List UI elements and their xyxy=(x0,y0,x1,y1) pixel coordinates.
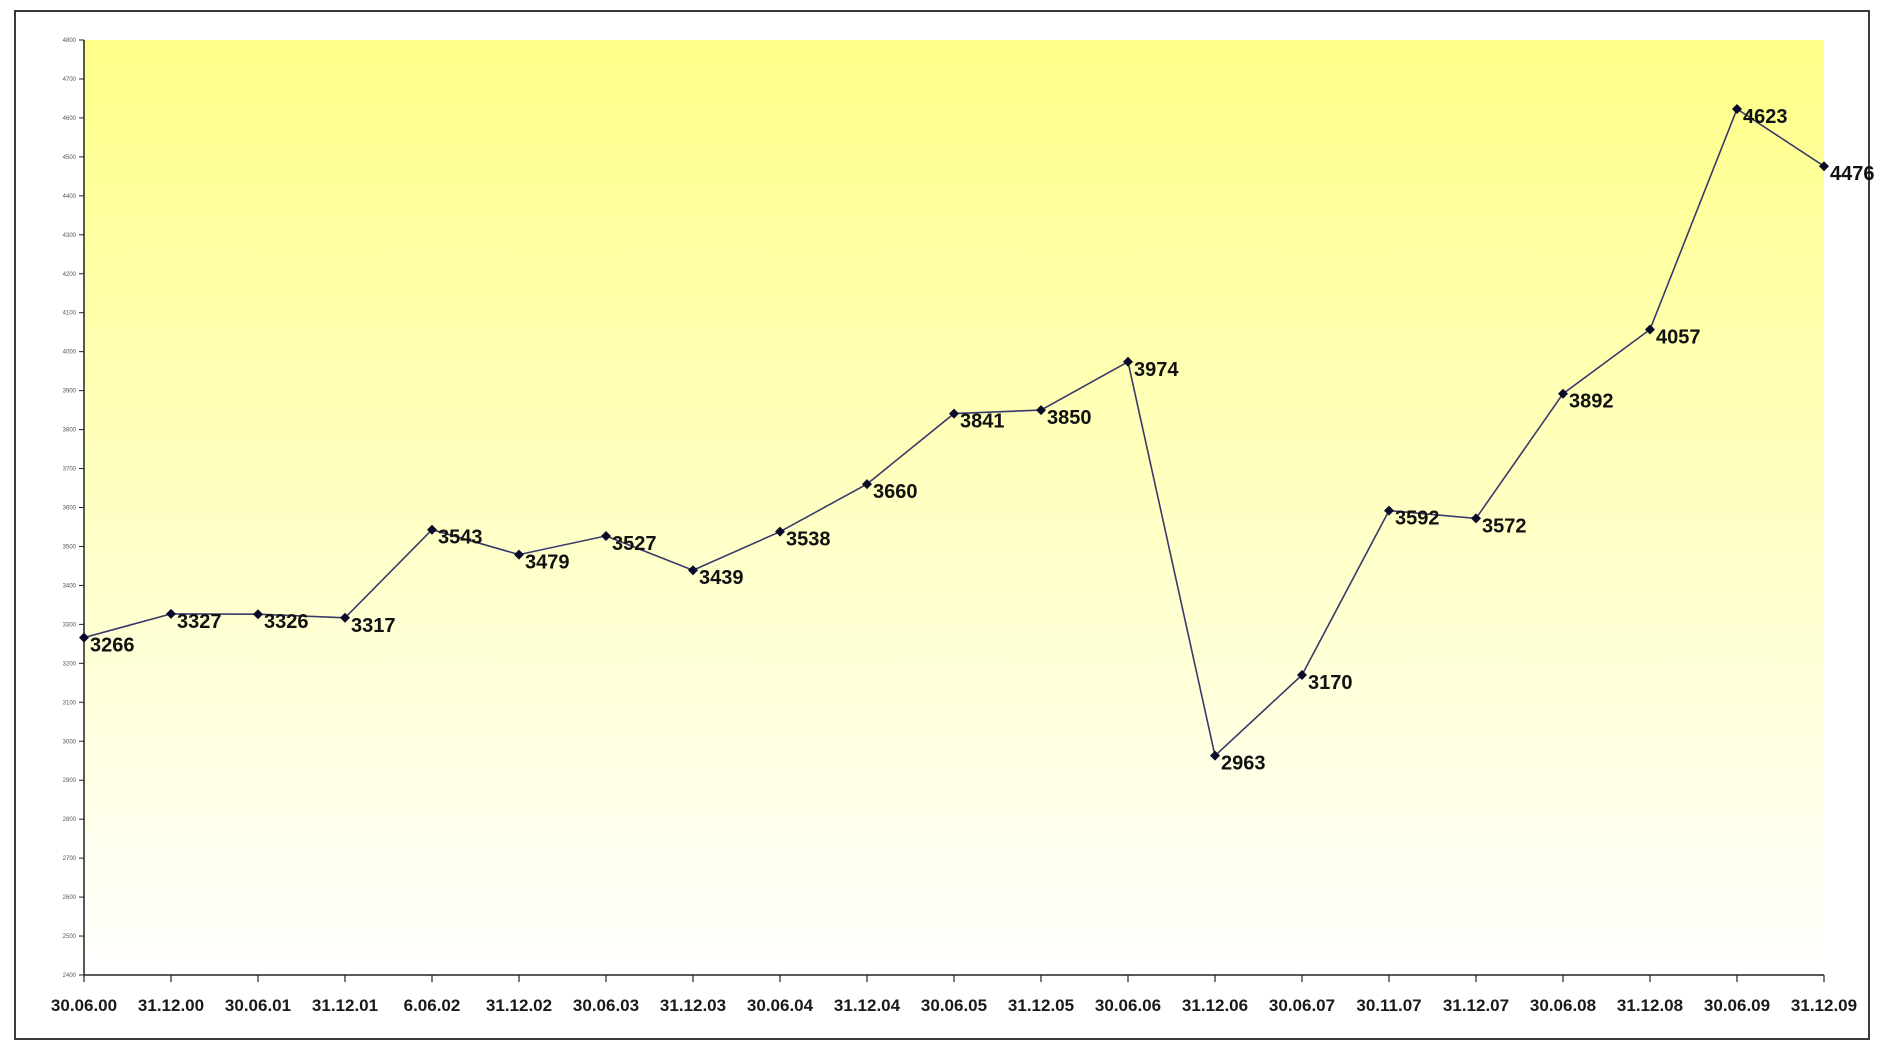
data-point-marker xyxy=(1297,670,1307,681)
y-axis: 2400 2500 2600 2700 2800 2900 3000 3100 3200 3300… xyxy=(63,38,85,979)
data-point-marker xyxy=(1036,405,1046,416)
y-tick-label: 4600 xyxy=(63,116,77,122)
data-label: 3841 xyxy=(960,411,1005,433)
x-tick-label: 31.12.03 xyxy=(660,996,726,1015)
x-tick-label: 30.06.00 xyxy=(51,996,117,1015)
y-tick-label: 2500 xyxy=(63,934,77,940)
data-label: 3660 xyxy=(873,481,918,503)
y-tick-label: 2600 xyxy=(63,895,77,901)
y-tick-label: 3600 xyxy=(63,506,77,512)
data-point-marker xyxy=(514,549,524,560)
data-point-marker xyxy=(601,530,611,541)
x-tick-label: 30.06.08 xyxy=(1530,996,1596,1015)
y-tick-label: 3300 xyxy=(63,622,77,628)
y-tick-label: 4500 xyxy=(63,155,77,161)
y-tick-label: 2400 xyxy=(63,973,77,979)
data-point-marker xyxy=(1732,103,1742,114)
data-label: 3439 xyxy=(699,567,744,589)
y-tick-label: 2800 xyxy=(63,817,77,823)
x-tick-label: 31.12.09 xyxy=(1791,996,1857,1015)
data-point-marker xyxy=(688,565,698,576)
data-point-marker xyxy=(166,608,176,619)
data-label: 4057 xyxy=(1656,326,1701,348)
x-tick-label: 30.06.05 xyxy=(921,996,987,1015)
data-label: 4623 xyxy=(1743,106,1788,128)
x-tick-label: 31.12.06 xyxy=(1182,996,1248,1015)
data-label: 3527 xyxy=(612,533,657,555)
x-tick-label: 31.12.07 xyxy=(1443,996,1509,1015)
data-label: 3892 xyxy=(1569,391,1614,413)
data-label: 3327 xyxy=(177,611,222,633)
data-point-marker xyxy=(1819,161,1829,172)
data-label: 3572 xyxy=(1482,515,1527,537)
data-point-marker xyxy=(862,479,872,490)
x-tick-label: 31.12.00 xyxy=(138,996,204,1015)
data-label: 3170 xyxy=(1308,672,1353,694)
x-tick-label: 31.12.02 xyxy=(486,996,552,1015)
data-point-marker xyxy=(1210,750,1220,761)
y-tick-label: 4200 xyxy=(63,272,77,278)
y-tick-label: 4000 xyxy=(63,350,77,356)
x-tick-label: 30.06.06 xyxy=(1095,996,1161,1015)
y-tick-label: 4100 xyxy=(63,311,77,317)
y-tick-label: 2900 xyxy=(63,778,77,784)
data-label: 3592 xyxy=(1395,508,1440,530)
y-tick-label: 4700 xyxy=(63,77,77,83)
y-tick-label: 3900 xyxy=(63,389,77,395)
data-label: 3974 xyxy=(1134,359,1179,381)
data-point-marker xyxy=(340,612,350,623)
y-tick-label: 3100 xyxy=(63,700,77,706)
data-label: 2963 xyxy=(1221,753,1266,775)
data-label: 3266 xyxy=(90,635,135,657)
data-point-marker xyxy=(1384,505,1394,516)
x-tick-label: 30.06.03 xyxy=(573,996,639,1015)
data-point-marker xyxy=(1558,388,1568,399)
y-tick-label: 3700 xyxy=(63,467,77,473)
x-tick-label: 30.11.07 xyxy=(1356,996,1421,1015)
markers-group xyxy=(79,103,1829,761)
data-labels-group: 3266 3327 3326 3317 3543 3479 3527 3439 3538 3660… xyxy=(90,106,1875,775)
data-point-marker xyxy=(79,632,89,643)
data-point-marker xyxy=(253,609,263,620)
x-axis: 30.06.00 31.12.00 30.06.01 31.12.01 6.06.02 3… xyxy=(51,974,1857,1015)
data-label: 3538 xyxy=(786,529,831,551)
x-tick-label: 30.06.09 xyxy=(1704,996,1770,1015)
data-point-marker xyxy=(775,526,785,537)
plot-area xyxy=(84,40,1824,975)
data-label: 3850 xyxy=(1047,407,1092,429)
x-tick-label: 31.12.08 xyxy=(1617,996,1683,1015)
y-tick-label: 4800 xyxy=(63,38,77,44)
y-tick-label: 3200 xyxy=(63,661,77,667)
y-tick-label: 3400 xyxy=(63,583,77,589)
y-tick-label: 4400 xyxy=(63,194,77,200)
data-label: 3479 xyxy=(525,552,570,574)
x-tick-label: 30.06.07 xyxy=(1269,996,1335,1015)
data-label: 3317 xyxy=(351,615,396,637)
data-point-marker xyxy=(427,524,437,535)
x-tick-label: 30.06.04 xyxy=(747,996,814,1015)
x-tick-label: 31.12.05 xyxy=(1008,996,1074,1015)
data-label: 3326 xyxy=(264,611,309,633)
data-label: 4476 xyxy=(1830,163,1875,185)
y-tick-label: 4300 xyxy=(63,233,77,239)
y-tick-label: 3000 xyxy=(63,739,77,745)
x-tick-label: 30.06.01 xyxy=(225,996,291,1015)
x-tick-label: 31.12.01 xyxy=(312,996,378,1015)
data-point-marker xyxy=(1645,324,1655,335)
data-point-marker xyxy=(1123,356,1133,367)
data-label: 3543 xyxy=(438,527,483,549)
x-tick-label: 6.06.02 xyxy=(404,996,461,1015)
data-point-marker xyxy=(1471,513,1481,524)
y-tick-label: 3500 xyxy=(63,544,77,550)
x-tick-label: 31.12.04 xyxy=(834,996,901,1015)
data-point-marker xyxy=(949,408,959,419)
y-tick-label: 2700 xyxy=(63,856,77,862)
y-tick-label: 3800 xyxy=(63,428,77,434)
